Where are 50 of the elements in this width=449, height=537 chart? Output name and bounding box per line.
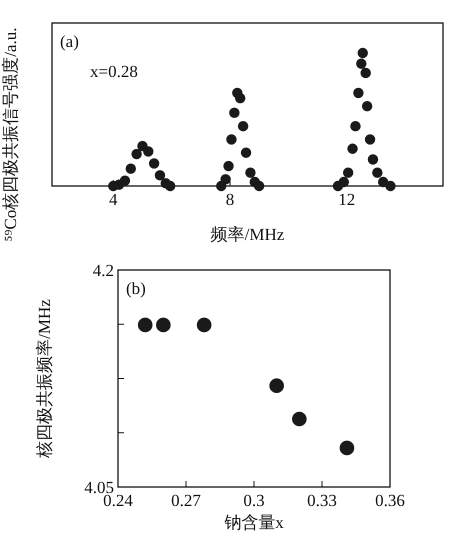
x-tick-label: 0.36 (375, 491, 405, 510)
point (226, 134, 237, 145)
annotation: x=0.28 (90, 62, 138, 81)
point (148, 158, 160, 169)
text: (a) (60, 32, 79, 51)
point (364, 134, 376, 145)
x-tick-label: 12 (338, 190, 356, 209)
y-axis-title: 核四极共振频率/MHz (35, 298, 54, 459)
point (245, 168, 256, 178)
point (350, 120, 361, 132)
point (229, 108, 240, 118)
point (164, 180, 176, 192)
point (126, 164, 136, 174)
point (238, 120, 248, 132)
point (356, 58, 366, 69)
point (254, 180, 264, 192)
point (353, 88, 364, 98)
point (362, 101, 372, 112)
point (154, 170, 166, 181)
y-tick-label: 4.2 (92, 261, 114, 280)
point (372, 168, 383, 178)
point (385, 180, 396, 192)
point (342, 168, 354, 178)
point (340, 440, 354, 456)
x-tick-label: 8 (226, 190, 234, 209)
point (131, 148, 142, 160)
point (292, 412, 307, 426)
point (368, 154, 378, 165)
point (138, 318, 152, 332)
point (143, 146, 154, 157)
point (269, 378, 284, 394)
x-axis-title: 频率/MHz (210, 225, 285, 244)
point (220, 174, 231, 185)
x-tick-label: 0.33 (307, 491, 337, 510)
point (338, 176, 349, 188)
point (120, 175, 130, 186)
point (347, 144, 358, 154)
y-axis-title: ⁵⁹Co核四极共振信号强度/a.u. (1, 28, 20, 242)
point (156, 318, 171, 332)
x-axis-title: 钠含量x (223, 513, 284, 532)
x-tick-label: 0.3 (243, 491, 265, 510)
x-tick-label: 4 (109, 190, 118, 209)
point (235, 93, 246, 104)
point (196, 318, 212, 332)
point (360, 68, 371, 78)
annotation: (b) (126, 279, 146, 298)
point (358, 48, 368, 58)
x-tick-label: 0.27 (171, 491, 202, 510)
point (223, 160, 234, 172)
point (240, 148, 252, 158)
